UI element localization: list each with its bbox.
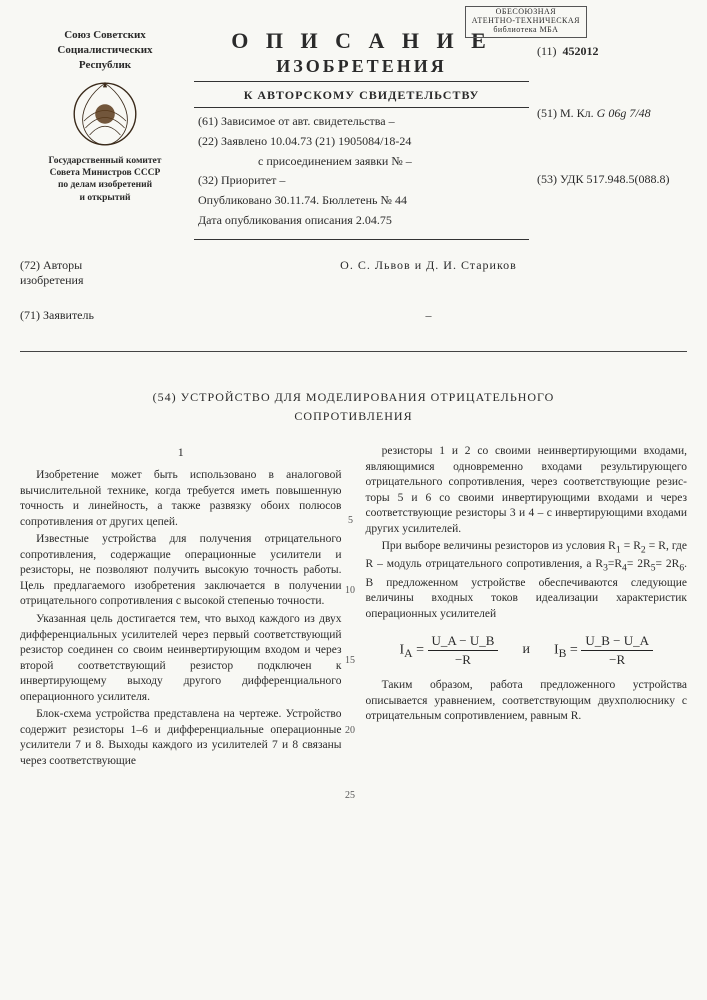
body-columns: 5 10 15 20 25 1 Изобретение может быть и…: [20, 444, 687, 771]
divider: [194, 239, 529, 240]
committee-block: Государственный комитет Совета Министров…: [20, 155, 190, 204]
cls-label: (51) М. Кл.: [537, 106, 594, 120]
line-number: 5: [348, 514, 353, 528]
issuer-line: Социалистических: [20, 43, 190, 58]
paragraph: Указанная цель достигается тем, что вы­х…: [20, 612, 342, 705]
issuer-line: Республик: [20, 58, 190, 73]
biblio-priority: (32) Приоритет –: [198, 171, 529, 191]
biblio-dep: (61) Зависимое от авт. свидетельства –: [198, 112, 529, 132]
divider: [194, 107, 529, 108]
issuer-line: Союз Советских: [20, 28, 190, 43]
biblio-joined: с присоединением заявки № –: [198, 152, 529, 172]
text: = 2R: [627, 558, 651, 570]
biblio-block: (61) Зависимое от авт. свидетельства – (…: [194, 112, 529, 231]
num-label: (11): [537, 44, 557, 58]
authors-row: (72) Авторы изобретения О. С. Львов и Д.…: [20, 258, 687, 288]
biblio-published: Опубликовано 30.11.74. Бюллетень № 44: [198, 191, 529, 211]
formula: IA = U_A − U_B −R и IB = U_B − U_A −R: [366, 632, 688, 668]
gov-line: Государственный комитет: [20, 155, 190, 167]
title-cert: К АВТОРСКОМУ СВИДЕТЕЛЬСТВУ: [194, 88, 529, 103]
column-left: 1 Изобретение может быть использовано в …: [20, 444, 342, 771]
paragraph: При выборе величины резисторов из ус­лов…: [366, 539, 688, 622]
applicant-value: –: [170, 308, 687, 323]
line-number: 10: [345, 584, 355, 598]
column-number: 1: [20, 444, 342, 460]
formula-num: U_B − U_A: [581, 632, 653, 651]
doc-title-line: СОПРОТИВЛЕНИЯ: [20, 407, 687, 426]
formula-den: −R: [428, 651, 499, 669]
formula-and: и: [522, 641, 530, 660]
title-and-biblio: О П И С А Н И Е ИЗОБРЕТЕНИЯ К АВТОРСКОМУ…: [190, 28, 529, 244]
stamp-line: библиотека МБА: [472, 26, 580, 35]
authors-label: (72) Авторы изобретения: [20, 258, 170, 288]
paragraph: Блок-схема устройства представлена на че…: [20, 707, 342, 769]
paragraph: резисторы 1 и 2 со своими неинвертирую­щ…: [366, 444, 688, 537]
udk-label: (53) УДК: [537, 172, 583, 186]
gov-line: по делам изобретений: [20, 179, 190, 191]
text: При выборе величины резисторов из ус­лов…: [382, 540, 616, 552]
biblio-desc-date: Дата опубликования описания 2.04.75: [198, 211, 529, 231]
paragraph: Изобретение может быть использовано в ан…: [20, 468, 342, 530]
paragraph: Известные устройства для получения от­ри…: [20, 532, 342, 610]
doc-title-line: (54) УСТРОЙСТВО ДЛЯ МОДЕЛИРОВАНИЯ ОТРИЦА…: [20, 388, 687, 407]
text: =R: [608, 558, 622, 570]
codes-block: (11) 452012 (51) М. Кл. G 06g 7/48 (53) …: [529, 28, 687, 189]
udk-value: 517.948.5(088.8): [586, 172, 669, 186]
udk: (53) УДК 517.948.5(088.8): [537, 170, 687, 190]
text: = R: [621, 540, 641, 552]
gov-line: Совета Министров СССР: [20, 167, 190, 179]
document-title: (54) УСТРОЙСТВО ДЛЯ МОДЕЛИРОВАНИЯ ОТРИЦА…: [20, 388, 687, 426]
applicant-label: (71) Заявитель: [20, 308, 170, 323]
line-number: 20: [345, 724, 355, 738]
library-stamp: ОБЕСОЮЗНАЯ АТЕНТНО-ТЕХНИЧЕСКАЯ библиотек…: [465, 6, 587, 38]
applicant-row: (71) Заявитель –: [20, 308, 687, 323]
authors-names: О. С. Львов и Д. И. Стариков: [170, 258, 687, 288]
paragraph: Таким образом, работа предложенного устр…: [366, 678, 688, 725]
gov-line: и открытий: [20, 192, 190, 204]
state-emblem-icon: [70, 79, 140, 149]
issuer-block: Союз Советских Социалистических Республи…: [20, 28, 190, 204]
line-number: 25: [345, 789, 355, 803]
classification: (51) М. Кл. G 06g 7/48: [537, 104, 687, 124]
biblio-filed: (22) Заявлено 10.04.73 (21) 1905084/18-2…: [198, 132, 529, 152]
formula-num: U_A − U_B: [428, 632, 499, 651]
column-right: резисторы 1 и 2 со своими неинвертирую­щ…: [366, 444, 688, 771]
formula-den: −R: [581, 651, 653, 669]
title-sub: ИЗОБРЕТЕНИЯ: [194, 56, 529, 77]
cls-value: G 06g 7/48: [597, 106, 651, 120]
patent-number: (11) 452012: [537, 42, 687, 62]
divider: [194, 81, 529, 82]
divider: [20, 351, 687, 352]
formula-term: IB = U_B − U_A −R: [554, 632, 653, 668]
formula-term: IA = U_A − U_B −R: [400, 632, 499, 668]
line-number: 15: [345, 654, 355, 668]
num-value: 452012: [563, 44, 599, 58]
text: = 2R: [655, 558, 679, 570]
